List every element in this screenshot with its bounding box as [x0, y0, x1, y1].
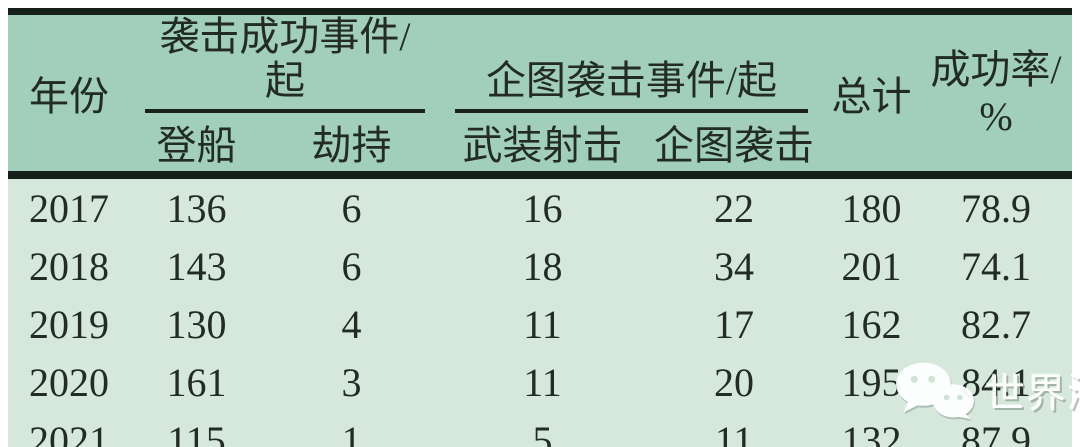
success-rate-label-line2: %	[979, 94, 1013, 139]
cell-rate: 74.1	[961, 243, 1031, 289]
cell-total: 201	[841, 243, 902, 289]
table-row: 2019 130 4 11 17 162 82.7	[8, 295, 1072, 353]
cell-rate: 78.9	[961, 185, 1031, 231]
table-header: 年份 袭击成功事件/起 企图袭击事件/起 总计 成功率/ % 登船 劫持 武装射…	[8, 11, 1072, 176]
table-body: 2017 136 6 16 22 180 78.9 2018 143 6 18 …	[8, 175, 1072, 447]
cell-year: 2017	[29, 185, 109, 231]
col-group-successful-attacks-label: 袭击成功事件/起	[145, 15, 425, 113]
cell-year: 2018	[29, 243, 109, 289]
cell-armed-fire: 11	[523, 359, 562, 405]
cell-total: 162	[841, 301, 902, 347]
col-group-attempted-attacks: 企图袭击事件/起	[440, 12, 823, 113]
col-header-total: 总计	[831, 74, 912, 119]
cell-boarding: 161	[166, 359, 227, 405]
col-header-boarding: 登船	[156, 123, 237, 168]
cell-rate: 87.9	[961, 417, 1031, 447]
cell-total: 180	[841, 185, 902, 231]
col-header-hijacking: 劫持	[311, 123, 392, 168]
col-group-successful-attacks: 袭击成功事件/起	[130, 12, 440, 113]
cell-year: 2019	[29, 301, 109, 347]
cell-armed-fire: 11	[523, 301, 562, 347]
cell-attempted: 22	[714, 185, 754, 231]
cell-boarding: 136	[166, 185, 227, 231]
watermark-label: 世界海运	[985, 372, 1080, 416]
cell-hijacking: 3	[341, 359, 362, 405]
cell-boarding: 143	[166, 243, 227, 289]
cell-year: 2020	[29, 359, 109, 405]
col-header-year: 年份	[29, 74, 109, 119]
cell-hijacking: 6	[341, 243, 362, 289]
table-row: 2017 136 6 16 22 180 78.9	[8, 175, 1072, 237]
cell-boarding: 130	[166, 301, 227, 347]
watermark: 世界海运	[893, 360, 1080, 420]
cell-rate: 82.7	[961, 301, 1031, 347]
cell-boarding: 115	[167, 417, 226, 447]
cell-attempted: 17	[714, 301, 754, 347]
cell-armed-fire: 5	[532, 417, 553, 447]
wechat-icon	[896, 362, 974, 419]
col-group-attempted-attacks-label: 企图袭击事件/起	[455, 59, 808, 113]
cell-total: 132	[841, 417, 902, 447]
cell-attempted: 11	[714, 417, 754, 447]
cell-armed-fire: 18	[522, 243, 563, 289]
cell-hijacking: 4	[341, 301, 362, 347]
cell-year: 2021	[29, 417, 109, 447]
col-header-attempted: 企图袭击	[654, 123, 814, 168]
col-header-armed-fire: 武装射击	[462, 123, 623, 168]
col-header-success-rate: 成功率/ %	[920, 12, 1072, 176]
cell-hijacking: 6	[341, 185, 362, 231]
table-row: 2020 161 3 11 20 195 84.1	[8, 353, 1072, 411]
success-rate-label-line1: 成功率/	[930, 46, 1062, 92]
cell-attempted: 34	[714, 243, 754, 289]
cell-attempted: 20	[714, 359, 754, 405]
cell-armed-fire: 16	[522, 185, 563, 231]
table-row: 2018 143 6 18 34 201 74.1	[8, 237, 1072, 295]
table-row: 2021 115 1 5 11 132 87.9	[8, 411, 1072, 447]
cell-total: 195	[841, 359, 902, 405]
cell-hijacking: 1	[341, 417, 362, 447]
piracy-statistics-table: 年份 袭击成功事件/起 企图袭击事件/起 总计 成功率/ % 登船 劫持 武装射…	[8, 8, 1072, 447]
